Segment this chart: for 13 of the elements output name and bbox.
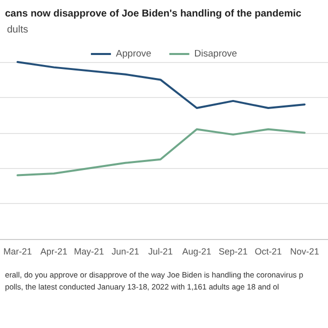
legend-label: Approve: [116, 48, 152, 60]
chart-subtitle: dults: [7, 24, 28, 36]
x-tick-label: May-21: [74, 246, 104, 256]
x-tick-label: Nov-21: [290, 246, 320, 256]
x-tick-label: Aug-21: [182, 246, 212, 256]
x-tick-label: Mar-21: [3, 246, 32, 256]
x-tick-label: Oct-21: [254, 246, 282, 256]
x-tick-label: Jul-21: [148, 246, 173, 256]
x-tick-label: Apr-21: [40, 246, 68, 256]
legend-label: Disaprove: [194, 48, 238, 60]
chart-title: cans now disapprove of Joe Biden's handling of the pandemic: [5, 8, 302, 20]
x-tick-label: Sep-21: [218, 246, 248, 256]
x-tick-label: Jun-21: [112, 246, 140, 256]
